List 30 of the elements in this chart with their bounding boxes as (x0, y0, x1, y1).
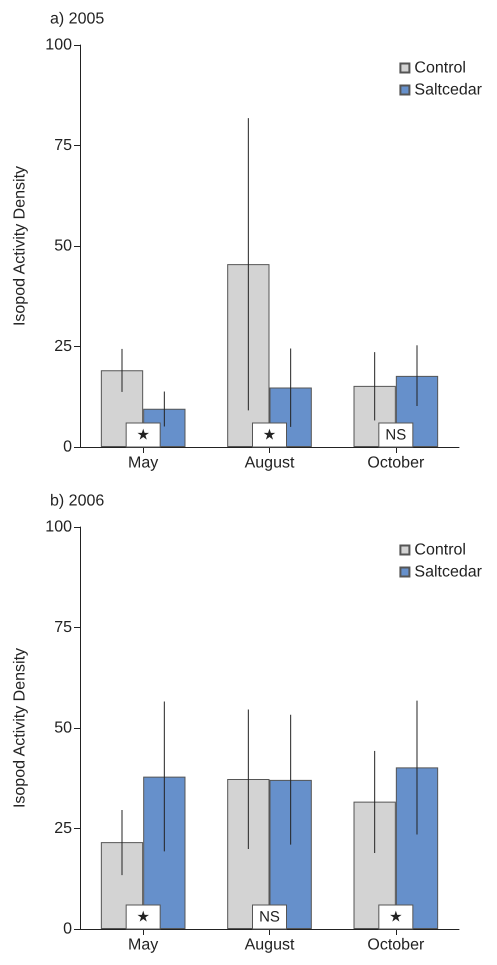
chart-title: a) 2005 (50, 10, 104, 28)
x-tick-label: October (367, 454, 425, 472)
y-tick-label: 25 (54, 338, 72, 355)
y-tick-label: 100 (45, 36, 72, 54)
y-tick-label: 0 (63, 920, 72, 938)
x-tick-label: May (128, 454, 158, 472)
annotation: ★ (389, 908, 403, 926)
y-axis-title: Isopod Activity Density (12, 648, 28, 808)
y-axis-title: Isopod Activity Density (12, 166, 28, 326)
legend-label: Control (414, 542, 466, 558)
annotation: ★ (262, 426, 276, 444)
y-tick-label: 50 (54, 238, 72, 254)
annotation: NS (385, 426, 406, 444)
y-tick-label: 50 (54, 720, 72, 736)
y-tick-label: 0 (63, 438, 72, 456)
y-tick-label: 75 (54, 137, 72, 154)
annotation: NS (259, 908, 280, 926)
legend-label: Saltcedar (414, 564, 483, 580)
x-tick-label: August (244, 454, 295, 472)
chart-title: b) 2006 (50, 492, 104, 510)
y-tick-label: 75 (54, 619, 72, 636)
y-tick-label: 100 (45, 518, 72, 536)
annotation: ★ (136, 908, 150, 926)
y-tick-label: 25 (54, 820, 72, 837)
x-tick-label: October (367, 936, 425, 954)
x-tick-label: August (244, 936, 295, 954)
x-tick-label: May (128, 936, 158, 954)
legend-label: Saltcedar (414, 82, 483, 98)
annotation: ★ (136, 426, 150, 444)
legend-label: Control (414, 60, 466, 76)
